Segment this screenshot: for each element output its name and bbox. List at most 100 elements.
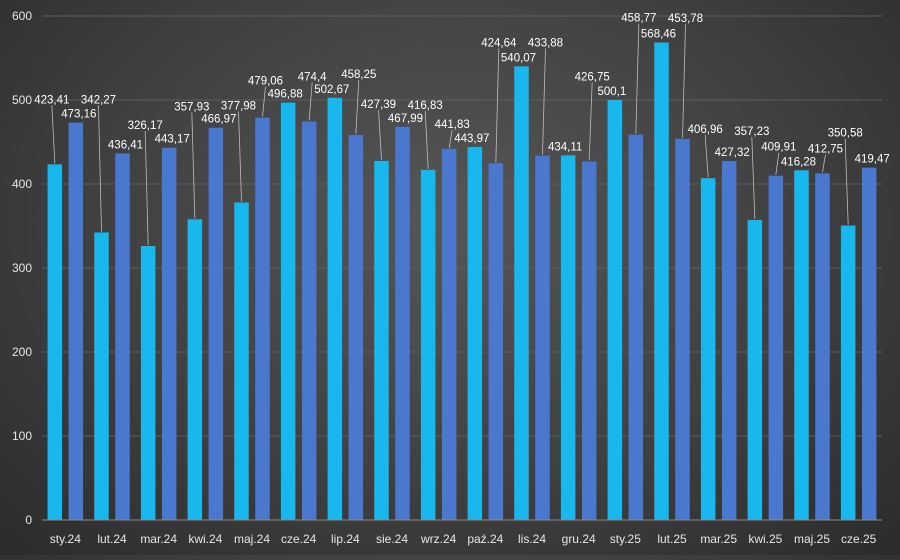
bar xyxy=(208,127,224,520)
data-label: 426,75 xyxy=(575,72,610,84)
bar xyxy=(255,117,270,520)
data-label: 458,25 xyxy=(341,69,376,81)
y-tick-label: 300 xyxy=(12,261,32,275)
label-leader-line xyxy=(704,135,709,178)
data-label: 433,88 xyxy=(528,38,563,50)
bar xyxy=(420,169,436,520)
bar xyxy=(234,202,249,520)
y-tick-label: 400 xyxy=(12,177,32,191)
data-label: 427,39 xyxy=(361,99,396,111)
label-leader-line xyxy=(844,138,849,225)
bar xyxy=(607,99,623,520)
label-leader-line xyxy=(262,86,266,117)
bar xyxy=(581,161,597,520)
bar xyxy=(535,155,550,520)
x-category-label: kwi.24 xyxy=(188,532,222,546)
label-leader-line xyxy=(378,109,382,161)
x-category-label: maj.24 xyxy=(234,532,270,546)
y-tick-label: 500 xyxy=(12,93,32,107)
data-label: 467,99 xyxy=(388,113,423,125)
label-leader-line xyxy=(751,136,756,219)
data-label: 419,47 xyxy=(855,154,890,166)
bar xyxy=(700,178,716,520)
label-leader-line xyxy=(51,105,56,164)
data-label: 342,27 xyxy=(81,94,116,106)
data-label: 479,06 xyxy=(248,76,283,88)
bar xyxy=(161,147,177,521)
bar xyxy=(374,160,389,520)
x-category-label: sie.24 xyxy=(376,532,408,546)
bar xyxy=(467,147,483,521)
data-label: 423,41 xyxy=(34,94,69,106)
x-category-label: cze.25 xyxy=(841,532,877,546)
bar xyxy=(560,155,576,520)
label-leader-line xyxy=(775,152,780,175)
label-leader-line xyxy=(822,154,826,173)
data-label: 357,93 xyxy=(174,101,209,113)
label-leader-line xyxy=(144,131,149,246)
x-category-label: lip.24 xyxy=(331,532,360,546)
bar xyxy=(840,225,856,520)
x-category-label: mar.24 xyxy=(140,532,177,546)
data-label: 412,75 xyxy=(808,143,843,155)
x-category-label: lut.24 xyxy=(97,532,127,546)
x-category-label: lis.24 xyxy=(518,532,546,546)
label-leader-line xyxy=(635,23,640,134)
label-leader-line xyxy=(238,111,242,202)
data-label: 496,88 xyxy=(268,89,303,101)
bar xyxy=(280,102,296,521)
data-label: 436,41 xyxy=(108,139,143,151)
data-label: 540,07 xyxy=(501,52,536,64)
label-leader-line xyxy=(588,82,593,161)
bar xyxy=(187,219,203,520)
bar xyxy=(441,148,457,520)
y-tick-label: 200 xyxy=(12,345,32,359)
data-label: 466,97 xyxy=(201,114,236,126)
data-label: 416,83 xyxy=(408,100,443,112)
data-label: 409,91 xyxy=(761,142,796,154)
x-category-label: kwi.25 xyxy=(748,532,782,546)
label-leader-line xyxy=(448,129,453,148)
y-tick-label: 0 xyxy=(25,513,32,527)
data-label: 377,98 xyxy=(221,100,256,112)
bar xyxy=(654,42,669,521)
data-label: 453,78 xyxy=(668,13,703,25)
bar xyxy=(675,138,690,520)
bar xyxy=(768,175,784,520)
bar xyxy=(861,167,877,520)
bar xyxy=(140,246,156,520)
data-label: 502,67 xyxy=(314,84,349,96)
data-label: 416,28 xyxy=(781,156,816,168)
x-category-label: paź.24 xyxy=(467,532,503,546)
bar xyxy=(115,153,130,521)
label-leader-line xyxy=(308,82,313,121)
bar xyxy=(47,164,63,520)
data-label: 443,17 xyxy=(155,134,190,146)
bar xyxy=(488,163,504,520)
data-label: 326,17 xyxy=(128,120,163,132)
label-leader-line xyxy=(495,48,500,163)
data-label: 443,97 xyxy=(454,133,489,145)
data-label: 406,96 xyxy=(688,124,723,136)
bar xyxy=(747,219,763,520)
bar xyxy=(794,170,809,520)
label-leader-line xyxy=(424,110,429,169)
data-label: 434,11 xyxy=(548,141,582,153)
bar xyxy=(395,126,410,520)
data-label: 500,1 xyxy=(597,86,626,98)
bar xyxy=(514,66,529,521)
y-tick-label: 600 xyxy=(12,9,32,23)
label-leader-line xyxy=(98,105,102,232)
x-category-label: lut.25 xyxy=(657,532,687,546)
bar xyxy=(721,161,737,520)
bar xyxy=(68,122,84,521)
y-tick-label: 100 xyxy=(12,429,32,443)
x-category-label: sty.24 xyxy=(50,532,81,546)
x-category-label: maj.25 xyxy=(794,532,830,546)
x-category-label: gru.24 xyxy=(562,532,596,546)
data-label: 458,77 xyxy=(621,13,656,25)
label-leader-line xyxy=(355,80,360,135)
data-label: 427,32 xyxy=(715,147,750,159)
